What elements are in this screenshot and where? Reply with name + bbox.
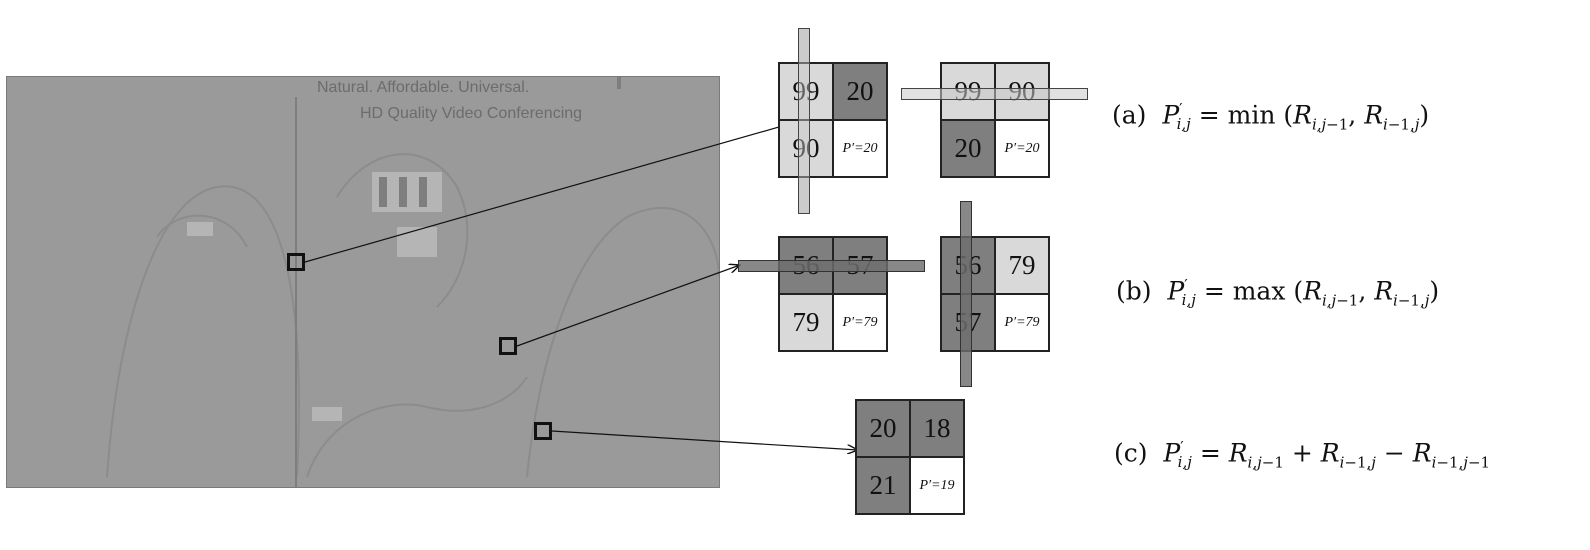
formula-c: (c) P′i,j = Ri,j−1 + Ri−1,j − Ri−1,j−1 xyxy=(1114,438,1491,472)
residual-image: Natural. Affordable. Universal. HD Quali… xyxy=(6,76,720,488)
image-caption-line2: HD Quality Video Conferencing xyxy=(360,105,583,122)
pred-a-left: P′=20 xyxy=(842,140,878,156)
cell-c-1: 20 xyxy=(857,401,909,456)
formula-a: (a) P′i,j = min (Ri,j−1, Ri−1,j) xyxy=(1112,100,1430,134)
pred-b-left: P′=79 xyxy=(842,314,878,330)
grid-a-left: 99 20 90 P′=20 xyxy=(778,62,888,178)
block-marker-c xyxy=(534,422,552,440)
grid-b-left: 56 57 79 P′=79 xyxy=(778,236,888,352)
arrow-a xyxy=(304,121,800,263)
block-marker-b xyxy=(499,337,517,355)
block-marker-a xyxy=(287,253,305,271)
cell-c-pred: P′=19 xyxy=(911,458,963,513)
cell-a-left-3: 90 xyxy=(780,121,832,176)
pred-a-right: P′=20 xyxy=(1004,140,1040,156)
cell-c-3: 21 xyxy=(857,458,909,513)
grid-c: 20 18 21 P′=19 xyxy=(855,399,965,515)
bar-a-right-horizontal xyxy=(901,88,1088,100)
cell-a-left-pred: P′=20 xyxy=(834,121,886,176)
cell-b-right-pred: P′=79 xyxy=(996,295,1048,350)
grid-a-right: 99 90 20 P′=20 xyxy=(940,62,1050,178)
cell-a-right-3: 20 xyxy=(942,121,994,176)
pred-b-right: P′=79 xyxy=(1004,314,1040,330)
arrow-b xyxy=(516,265,740,347)
formula-b: (b) P′i,j = max (Ri,j−1, Ri−1,j) xyxy=(1116,276,1440,310)
bar-b-right-vertical xyxy=(960,201,972,387)
cell-b-left-3: 79 xyxy=(780,295,832,350)
cell-a-left-2: 20 xyxy=(834,64,886,119)
formula-a-label: (a) xyxy=(1112,100,1147,130)
residual-texture xyxy=(106,77,719,487)
bar-a-left-vertical-overlay xyxy=(798,28,810,214)
cell-a-left-1: 99 xyxy=(780,64,832,119)
cell-a-right-pred: P′=20 xyxy=(996,121,1048,176)
formula-c-label: (c) xyxy=(1114,438,1148,468)
cell-b-right-2: 79 xyxy=(996,238,1048,293)
cell-c-2: 18 xyxy=(911,401,963,456)
pred-c: P′=19 xyxy=(919,477,955,493)
grid-b-right: 56 79 57 P′=79 xyxy=(940,236,1050,352)
image-caption-line1: Natural. Affordable. Universal. xyxy=(317,79,530,96)
formula-b-label: (b) xyxy=(1116,276,1152,306)
cell-b-left-pred: P′=79 xyxy=(834,295,886,350)
bar-b-left-horizontal xyxy=(738,260,925,272)
arrow-c xyxy=(551,430,858,450)
